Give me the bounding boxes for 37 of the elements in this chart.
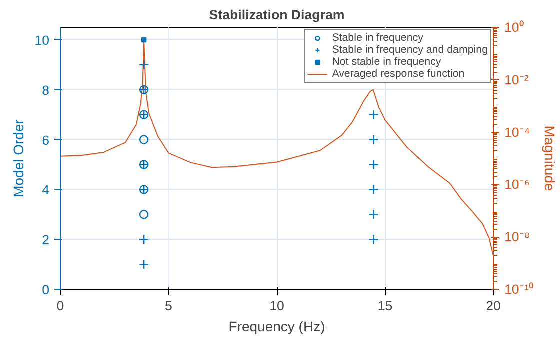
legend-label: Not stable in frequency [332,56,442,68]
legend-label: Stable in frequency [332,32,424,44]
point [139,210,149,220]
y2-tick-label: 10⁻⁶ [504,177,530,192]
point [368,184,379,195]
point [368,134,379,145]
y-tick-label: 8 [42,82,50,98]
y-tick-label: 4 [42,182,50,198]
y-tick-label: 10 [34,32,50,48]
x-axis-title: Frequency (Hz) [228,318,326,334]
x-tick-label: 20 [486,298,501,314]
point [138,234,150,245]
legend-label: Stable in frequency and damping [332,44,488,56]
point [368,210,379,220]
point [368,110,379,120]
point [139,135,149,144]
y-tick-label: 0 [42,282,50,298]
y2-tick-label: 10⁻⁸ [504,230,530,245]
point [368,160,379,170]
point [138,259,150,270]
legend-label: Averaged response function [332,68,465,80]
chart-title: Stabilization Diagram [209,8,345,22]
x-tick-label: 15 [378,298,393,314]
y2-axis-title: Magnitude [542,126,558,192]
y-tick-label: 2 [42,232,50,248]
y-axis-title: Model Order [10,119,27,198]
y2-tick-label: 10⁻¹⁰ [504,282,534,297]
x-tick-label: 0 [56,298,64,314]
y-tick-label: 6 [42,132,50,148]
y2-tick-label: 10⁻² [504,72,530,88]
x-tick-label: 10 [270,298,284,314]
point [141,37,147,43]
point [138,60,150,70]
y2-tick-label: 10⁰ [504,20,524,35]
y2-tick-label: 10⁻⁴ [504,124,530,140]
x-tick-label: 5 [165,298,172,314]
point [368,234,379,245]
